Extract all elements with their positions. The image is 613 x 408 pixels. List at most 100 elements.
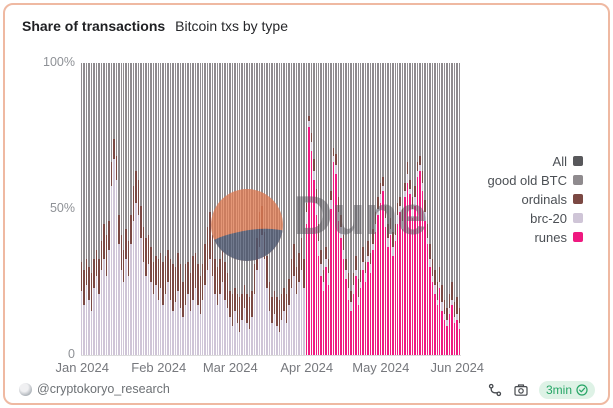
refresh-status-badge[interactable]: 3min — [538, 381, 595, 399]
stacked-bar[interactable] — [355, 63, 357, 355]
stacked-bar[interactable] — [276, 63, 278, 355]
stacked-bar[interactable] — [88, 63, 90, 355]
stacked-bar[interactable] — [401, 63, 404, 355]
stacked-bar[interactable] — [184, 63, 187, 355]
stacked-bar[interactable] — [446, 63, 448, 355]
stacked-bar[interactable] — [318, 63, 320, 355]
stacked-bar[interactable] — [382, 63, 384, 355]
stacked-bar[interactable] — [266, 63, 268, 355]
stacked-bar[interactable] — [243, 63, 246, 355]
stacked-bar[interactable] — [421, 63, 424, 355]
stacked-bar[interactable] — [305, 63, 308, 355]
stacked-bar[interactable] — [174, 63, 177, 355]
stacked-bar[interactable] — [248, 63, 251, 355]
stacked-bar[interactable] — [290, 63, 293, 355]
camera-icon[interactable] — [513, 382, 529, 398]
stacked-bar[interactable] — [271, 63, 273, 355]
stacked-bar[interactable] — [160, 63, 162, 355]
stacked-bar[interactable] — [394, 63, 396, 355]
stacked-bar[interactable] — [453, 63, 456, 355]
stacked-bar[interactable] — [288, 63, 290, 355]
stacked-bar[interactable] — [236, 63, 238, 355]
stacked-bar[interactable] — [137, 63, 140, 355]
stacked-bar[interactable] — [357, 63, 359, 355]
stacked-bar[interactable] — [325, 63, 327, 355]
stacked-bar[interactable] — [424, 63, 426, 355]
stacked-bar[interactable] — [167, 63, 169, 355]
stacked-bar[interactable] — [113, 63, 115, 355]
stacked-bar[interactable] — [392, 63, 394, 355]
stacked-bar[interactable] — [322, 63, 325, 355]
stacked-bar[interactable] — [310, 63, 313, 355]
stacked-bar[interactable] — [458, 63, 461, 355]
stacked-bar[interactable] — [108, 63, 110, 355]
stacked-bar[interactable] — [258, 63, 261, 355]
stacked-bar[interactable] — [150, 63, 152, 355]
stacked-bar[interactable] — [273, 63, 276, 355]
stacked-bar[interactable] — [221, 63, 224, 355]
stacked-bar[interactable] — [169, 63, 172, 355]
stacked-bar[interactable] — [251, 63, 253, 355]
stacked-bar[interactable] — [364, 63, 367, 355]
stacked-bar[interactable] — [162, 63, 164, 355]
stacked-bar[interactable] — [300, 63, 303, 355]
stacked-bar[interactable] — [431, 63, 434, 355]
stacked-bar[interactable] — [189, 63, 192, 355]
stacked-bar[interactable] — [369, 63, 372, 355]
stacked-bar[interactable] — [256, 63, 258, 355]
stacked-bar[interactable] — [261, 63, 263, 355]
stacked-bar[interactable] — [350, 63, 352, 355]
stacked-bar[interactable] — [387, 63, 389, 355]
stacked-bar[interactable] — [209, 63, 211, 355]
stacked-bar[interactable] — [211, 63, 214, 355]
stacked-bar[interactable] — [414, 63, 416, 355]
stacked-bar[interactable] — [81, 63, 83, 355]
stacked-bar[interactable] — [192, 63, 194, 355]
stacked-bar[interactable] — [125, 63, 127, 355]
stacked-bar[interactable] — [342, 63, 345, 355]
stacked-bar[interactable] — [234, 63, 236, 355]
fork-icon[interactable] — [487, 382, 503, 398]
stacked-bar[interactable] — [359, 63, 362, 355]
stacked-bar[interactable] — [332, 63, 335, 355]
stacked-bar[interactable] — [127, 63, 130, 355]
stacked-bar[interactable] — [327, 63, 330, 355]
stacked-bar[interactable] — [219, 63, 221, 355]
stacked-bar[interactable] — [187, 63, 189, 355]
stacked-bar[interactable] — [145, 63, 147, 355]
stacked-bar[interactable] — [229, 63, 231, 355]
author-avatar[interactable] — [19, 382, 32, 396]
legend-item-runes[interactable]: runes — [534, 230, 583, 245]
stacked-bar[interactable] — [436, 63, 438, 355]
stacked-bar[interactable] — [155, 63, 157, 355]
stacked-bar[interactable] — [367, 63, 369, 355]
stacked-bar[interactable] — [110, 63, 113, 355]
stacked-bar[interactable] — [419, 63, 421, 355]
stacked-bar[interactable] — [409, 63, 411, 355]
stacked-bar[interactable] — [231, 63, 234, 355]
stacked-bar[interactable] — [135, 63, 137, 355]
stacked-bar[interactable] — [93, 63, 95, 355]
stacked-bar[interactable] — [347, 63, 350, 355]
stacked-bar[interactable] — [451, 63, 453, 355]
legend-item-brc-20[interactable]: brc-20 — [530, 211, 583, 226]
stacked-bar[interactable] — [411, 63, 414, 355]
stacked-bar[interactable] — [404, 63, 406, 355]
stacked-bar[interactable] — [372, 63, 374, 355]
stacked-bar[interactable] — [118, 63, 120, 355]
stacked-bar[interactable] — [246, 63, 248, 355]
stacked-bar[interactable] — [177, 63, 179, 355]
legend-item-all[interactable]: All — [553, 154, 583, 169]
stacked-bar[interactable] — [379, 63, 382, 355]
stacked-bar[interactable] — [416, 63, 419, 355]
stacked-bar[interactable] — [330, 63, 332, 355]
stacked-bar[interactable] — [132, 63, 135, 355]
stacked-bar[interactable] — [285, 63, 288, 355]
stacked-bar[interactable] — [374, 63, 377, 355]
stacked-bar[interactable] — [448, 63, 451, 355]
stacked-bar[interactable] — [147, 63, 150, 355]
stacked-bar[interactable] — [443, 63, 446, 355]
stacked-bar[interactable] — [345, 63, 347, 355]
stacked-bar[interactable] — [201, 63, 204, 355]
legend-item-ordinals[interactable]: ordinals — [521, 192, 583, 207]
